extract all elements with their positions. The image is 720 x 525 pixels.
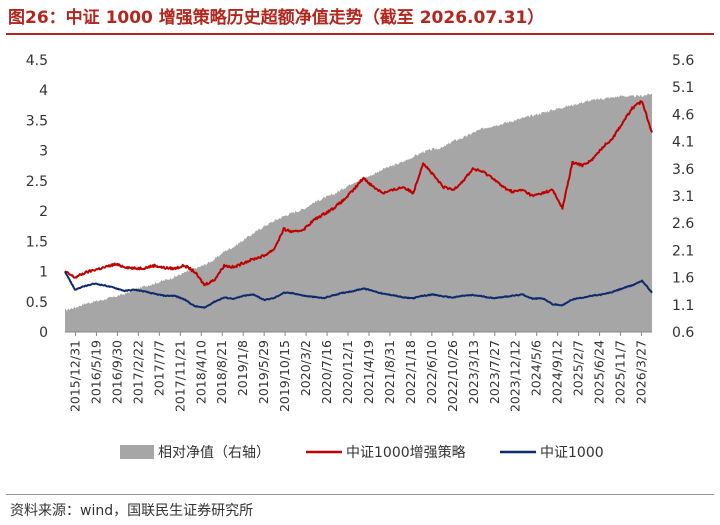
y-right-tick-label: 5.6 <box>672 53 694 69</box>
x-tick-label: 2021/8/31 <box>382 340 397 404</box>
y-right-ticks: 0.6 1.1 1.6 2.1 2.6 3.1 3.6 4.1 4.6 5.1 5.6 <box>672 53 694 341</box>
x-tick-label: 2022/1/18 <box>403 340 418 404</box>
axes-layer <box>65 331 652 336</box>
y-right-tick-label: 4.6 <box>672 107 694 123</box>
line-layer <box>64 100 653 309</box>
x-tick-label: 2023/12/12 <box>508 340 523 412</box>
y-left-tick-label: 0 <box>39 325 48 341</box>
y-left-tick-label: 2 <box>39 204 48 220</box>
y-right-tick-label: 3.1 <box>672 189 694 205</box>
x-tick-label: 2023/7/27 <box>487 340 502 404</box>
legend-label-area: 相对净值（右轴） <box>158 445 270 461</box>
x-tick-label: 2024/5/6 <box>529 340 544 396</box>
x-tick-label: 2022/10/26 <box>445 340 460 412</box>
y-left-tick-label: 2.5 <box>26 174 48 190</box>
series-line-strategy <box>64 100 653 287</box>
y-right-tick-label: 4.1 <box>672 135 694 151</box>
y-left-tick-label: 1.5 <box>26 234 48 250</box>
x-tick-label: 2018/8/21 <box>214 340 229 404</box>
y-right-tick-label: 1.1 <box>672 298 694 314</box>
y-right-tick-label: 2.1 <box>672 243 694 259</box>
chart-title: 图26：中证 1000 增强策略历史超额净值走势（截至 2026.07.31） <box>8 8 545 28</box>
source-note: 资料来源：wind，国联民生证券研究所 <box>10 503 254 519</box>
x-tick-label: 2025/2/7 <box>571 340 586 396</box>
y-right-tick-label: 3.6 <box>672 162 694 178</box>
x-tick-label: 2020/3/2 <box>298 340 313 396</box>
legend-label-index: 中证1000 <box>540 445 604 461</box>
series-area-relative-nav <box>65 93 652 332</box>
x-tick-label: 2019/1/8 <box>235 340 250 396</box>
x-tick-label: 2016/9/30 <box>109 340 124 404</box>
x-tick-label: 2022/6/10 <box>424 340 439 404</box>
x-tick-label: 2024/9/12 <box>550 340 565 404</box>
y-left-tick-label: 4.5 <box>26 53 48 69</box>
y-left-tick-label: 3.5 <box>26 113 48 129</box>
x-tick-label: 2021/4/19 <box>361 340 376 404</box>
x-tick-label: 2015/12/31 <box>67 340 82 412</box>
x-tick-label: 2023/3/13 <box>466 340 481 404</box>
y-left-ticks: 0 0.5 1 1.5 2 2.5 3 3.5 4 4.5 <box>26 53 48 341</box>
y-right-tick-label: 0.6 <box>672 325 694 341</box>
y-left-tick-label: 1 <box>39 265 48 281</box>
y-right-tick-label: 5.1 <box>672 80 694 96</box>
y-right-tick-label: 2.6 <box>672 216 694 232</box>
x-ticks: 2015/12/31 2016/5/19 2016/9/30 2017/2/22 201… <box>67 340 648 412</box>
x-tick-label: 2018/4/10 <box>193 340 208 404</box>
series-line-index <box>64 271 653 309</box>
footer-divider <box>6 494 714 495</box>
x-tick-label: 2020/12/1 <box>340 340 355 404</box>
x-tick-label: 2019/10/15 <box>277 340 292 412</box>
x-tick-label: 2025/6/24 <box>592 340 607 404</box>
legend-label-strategy: 中证1000增强策略 <box>346 444 466 461</box>
title-divider <box>6 33 714 35</box>
y-left-tick-label: 0.5 <box>26 295 48 311</box>
x-tick-label: 2017/11/21 <box>172 340 187 412</box>
y-left-tick-label: 3 <box>39 144 48 160</box>
y-right-tick-label: 1.6 <box>672 271 694 287</box>
x-tick-label: 2016/5/19 <box>88 340 103 404</box>
x-tick-label: 2020/7/16 <box>319 340 334 404</box>
y-left-tick-label: 4 <box>39 83 48 99</box>
x-tick-label: 2019/5/29 <box>256 340 271 404</box>
legend-swatch-area <box>120 445 154 459</box>
x-tick-label: 2017/2/22 <box>130 340 145 404</box>
x-tick-label: 2026/3/27 <box>634 340 649 404</box>
area-layer <box>65 93 652 332</box>
legend: 相对净值（右轴） 中证1000增强策略 中证1000 <box>120 444 604 461</box>
x-tick-label: 2017/7/7 <box>151 340 166 396</box>
x-tick-label: 2025/11/7 <box>613 340 628 404</box>
